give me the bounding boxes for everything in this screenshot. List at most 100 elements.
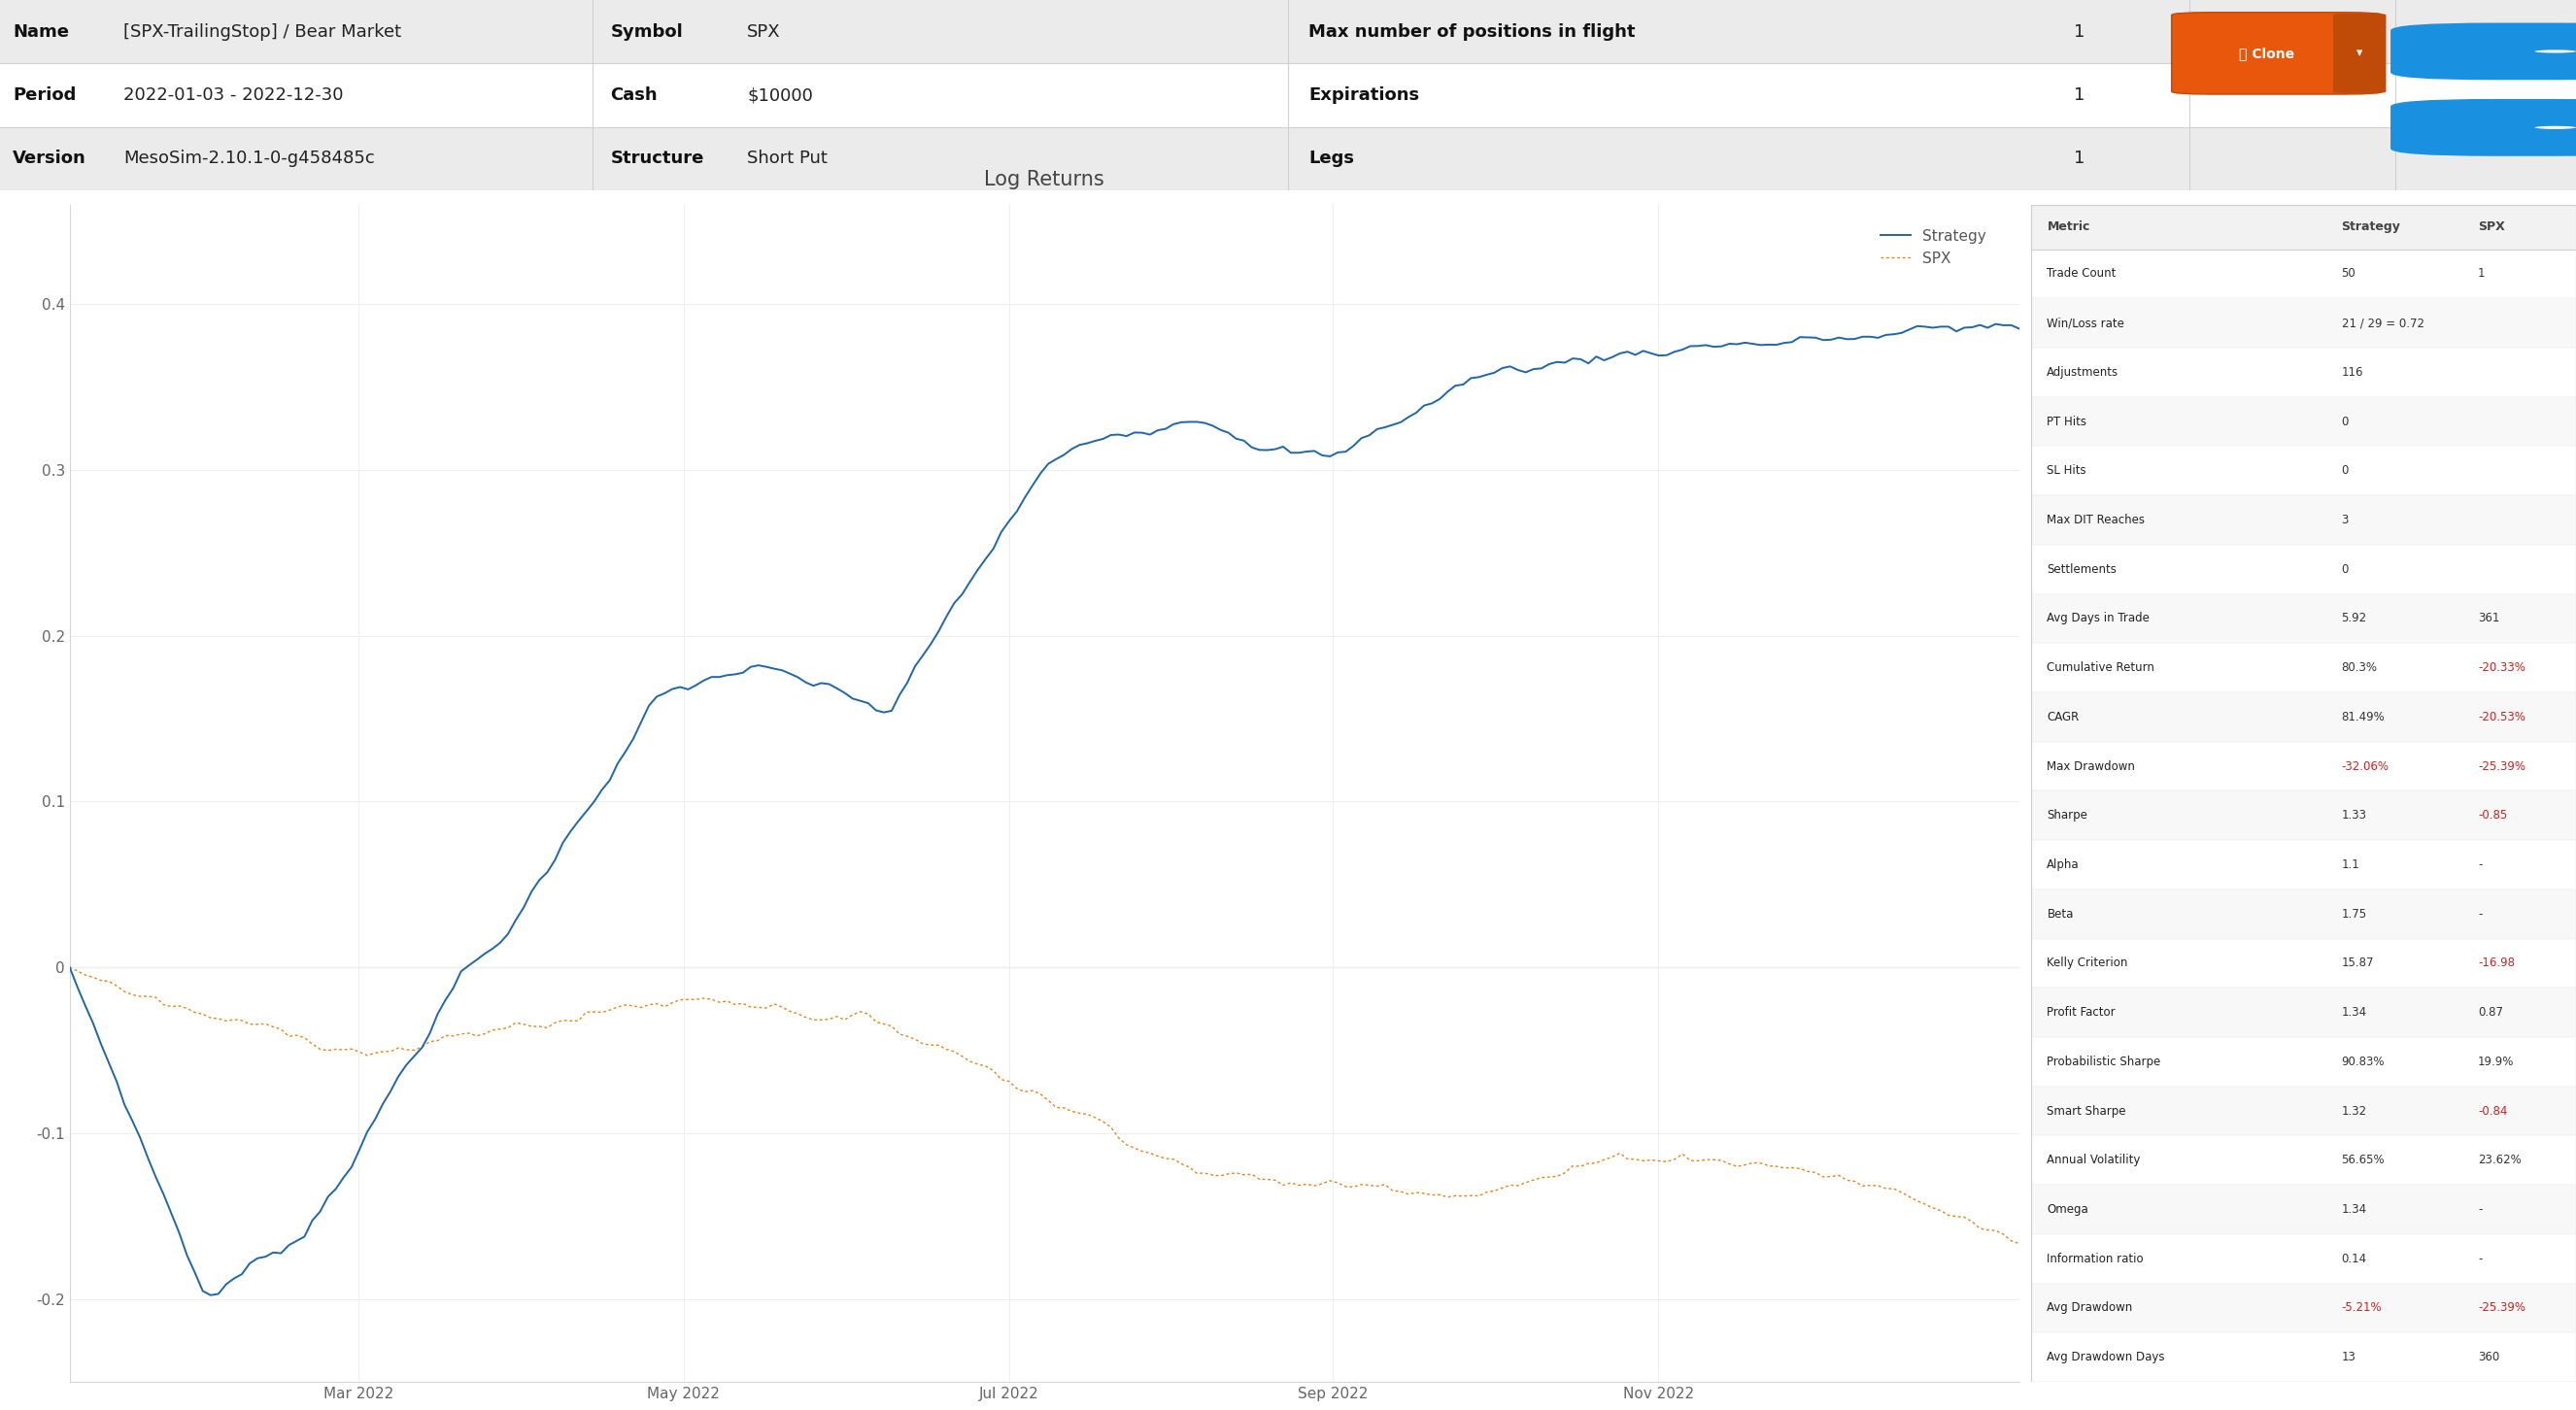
Bar xyxy=(2030,299,2576,348)
Legend: Strategy, SPX: Strategy, SPX xyxy=(1875,224,1991,272)
Text: 116: 116 xyxy=(2342,367,2362,379)
Strategy xyxy=(1932,319,1963,336)
Text: Max Drawdown: Max Drawdown xyxy=(2048,760,2136,773)
Text: 1.33: 1.33 xyxy=(2342,809,2367,822)
Bar xyxy=(2030,840,2576,890)
Bar xyxy=(0,0,2576,63)
Text: Max DIT Reaches: Max DIT Reaches xyxy=(2048,513,2146,526)
FancyBboxPatch shape xyxy=(2391,99,2576,157)
Text: -: - xyxy=(2478,859,2483,871)
Text: -32.06%: -32.06% xyxy=(2342,760,2388,773)
FancyBboxPatch shape xyxy=(2172,13,2383,94)
Bar xyxy=(2030,544,2576,594)
Strategy xyxy=(845,692,876,709)
Bar xyxy=(2030,398,2576,446)
Text: 1: 1 xyxy=(2074,23,2084,41)
Text: Smart Sharpe: Smart Sharpe xyxy=(2048,1104,2125,1117)
Text: PT Hits: PT Hits xyxy=(2048,415,2087,427)
SPX xyxy=(1924,1203,1955,1220)
Text: Settlements: Settlements xyxy=(2048,563,2117,575)
Text: Information ratio: Information ratio xyxy=(2048,1252,2143,1265)
Strategy xyxy=(1409,398,1440,415)
Text: ▾: ▾ xyxy=(2357,47,2362,59)
Text: 5.92: 5.92 xyxy=(2342,612,2367,625)
FancyBboxPatch shape xyxy=(2334,14,2385,92)
Text: -: - xyxy=(2478,1203,2483,1215)
Bar xyxy=(2030,495,2576,544)
Bar xyxy=(2030,939,2576,988)
Text: Symbol: Symbol xyxy=(611,23,683,41)
Text: 13: 13 xyxy=(2342,1351,2357,1363)
Text: 1: 1 xyxy=(2074,86,2084,104)
Text: Avg Drawdown: Avg Drawdown xyxy=(2048,1301,2133,1314)
SPX xyxy=(1182,1165,1213,1182)
Bar xyxy=(2030,1135,2576,1184)
Text: 360: 360 xyxy=(2478,1351,2499,1363)
Text: 21 / 29 = 0.72: 21 / 29 = 0.72 xyxy=(2342,317,2424,330)
Text: $10000: $10000 xyxy=(747,86,814,104)
Text: ⭯ Clone: ⭯ Clone xyxy=(2239,47,2295,61)
Text: Profit Factor: Profit Factor xyxy=(2048,1007,2115,1019)
Text: -20.33%: -20.33% xyxy=(2478,661,2524,674)
Strategy xyxy=(2004,320,2035,337)
Text: 1.34: 1.34 xyxy=(2342,1203,2367,1215)
Text: Avg Drawdown Days: Avg Drawdown Days xyxy=(2048,1351,2164,1363)
Text: 56.65%: 56.65% xyxy=(2342,1153,2385,1166)
Text: -20.53%: -20.53% xyxy=(2478,711,2524,723)
Text: Expirations: Expirations xyxy=(1309,86,1419,104)
FancyBboxPatch shape xyxy=(2391,23,2576,80)
Text: Short Put: Short Put xyxy=(747,149,827,168)
Text: Trade Count: Trade Count xyxy=(2048,268,2117,281)
Text: Log returns:: Log returns: xyxy=(2403,117,2483,131)
Bar xyxy=(2030,1234,2576,1283)
Bar xyxy=(2030,1283,2576,1332)
Text: 1: 1 xyxy=(2074,149,2084,168)
SPX xyxy=(376,1043,407,1060)
Text: Sharpe: Sharpe xyxy=(2048,809,2087,822)
Text: -0.85: -0.85 xyxy=(2478,809,2506,822)
Text: 0: 0 xyxy=(2342,464,2349,477)
Circle shape xyxy=(2535,49,2576,54)
Text: 0: 0 xyxy=(2342,415,2349,427)
Bar xyxy=(2030,204,2576,250)
SPX xyxy=(837,1007,868,1024)
Text: CAGR: CAGR xyxy=(2048,711,2079,723)
Bar xyxy=(2030,791,2576,840)
Bar xyxy=(2030,348,2576,398)
Bar xyxy=(2030,692,2576,742)
Text: Name: Name xyxy=(13,23,70,41)
Text: Beta: Beta xyxy=(2048,908,2074,921)
Bar xyxy=(2030,594,2576,643)
Strategy xyxy=(1981,316,2012,333)
Text: Period: Period xyxy=(13,86,77,104)
Bar xyxy=(2030,1332,2576,1382)
Text: 15.87: 15.87 xyxy=(2342,957,2375,970)
Bar xyxy=(2030,742,2576,791)
Text: 1.32: 1.32 xyxy=(2342,1104,2367,1117)
Strategy xyxy=(868,704,899,721)
Text: Sharing:: Sharing: xyxy=(2403,41,2460,55)
Line: SPX: SPX xyxy=(70,967,2020,1244)
Text: [SPX-TrailingStop] / Bear Market: [SPX-TrailingStop] / Bear Market xyxy=(124,23,402,41)
Text: -5.21%: -5.21% xyxy=(2342,1301,2383,1314)
Text: Alpha: Alpha xyxy=(2048,859,2079,871)
Bar xyxy=(2030,1184,2576,1234)
Text: 80.3%: 80.3% xyxy=(2342,661,2378,674)
Text: 0.14: 0.14 xyxy=(2342,1252,2367,1265)
Strategy xyxy=(54,959,85,976)
Text: 19.9%: 19.9% xyxy=(2478,1056,2514,1067)
Text: 1.75: 1.75 xyxy=(2342,908,2367,921)
Strategy xyxy=(1190,415,1221,431)
Bar xyxy=(0,63,2576,127)
Text: Max number of positions in flight: Max number of positions in flight xyxy=(1309,23,1636,41)
Bar xyxy=(2030,1086,2576,1135)
Text: 1.34: 1.34 xyxy=(2342,1007,2367,1019)
Text: SPX: SPX xyxy=(2478,220,2504,233)
Text: 90.83%: 90.83% xyxy=(2342,1056,2385,1067)
Title: Log Returns: Log Returns xyxy=(984,171,1105,189)
Text: Version: Version xyxy=(13,149,88,168)
Text: 3: 3 xyxy=(2342,513,2349,526)
Text: SPX: SPX xyxy=(747,23,781,41)
Text: Win/Loss rate: Win/Loss rate xyxy=(2048,317,2125,330)
Strategy xyxy=(384,1067,415,1084)
